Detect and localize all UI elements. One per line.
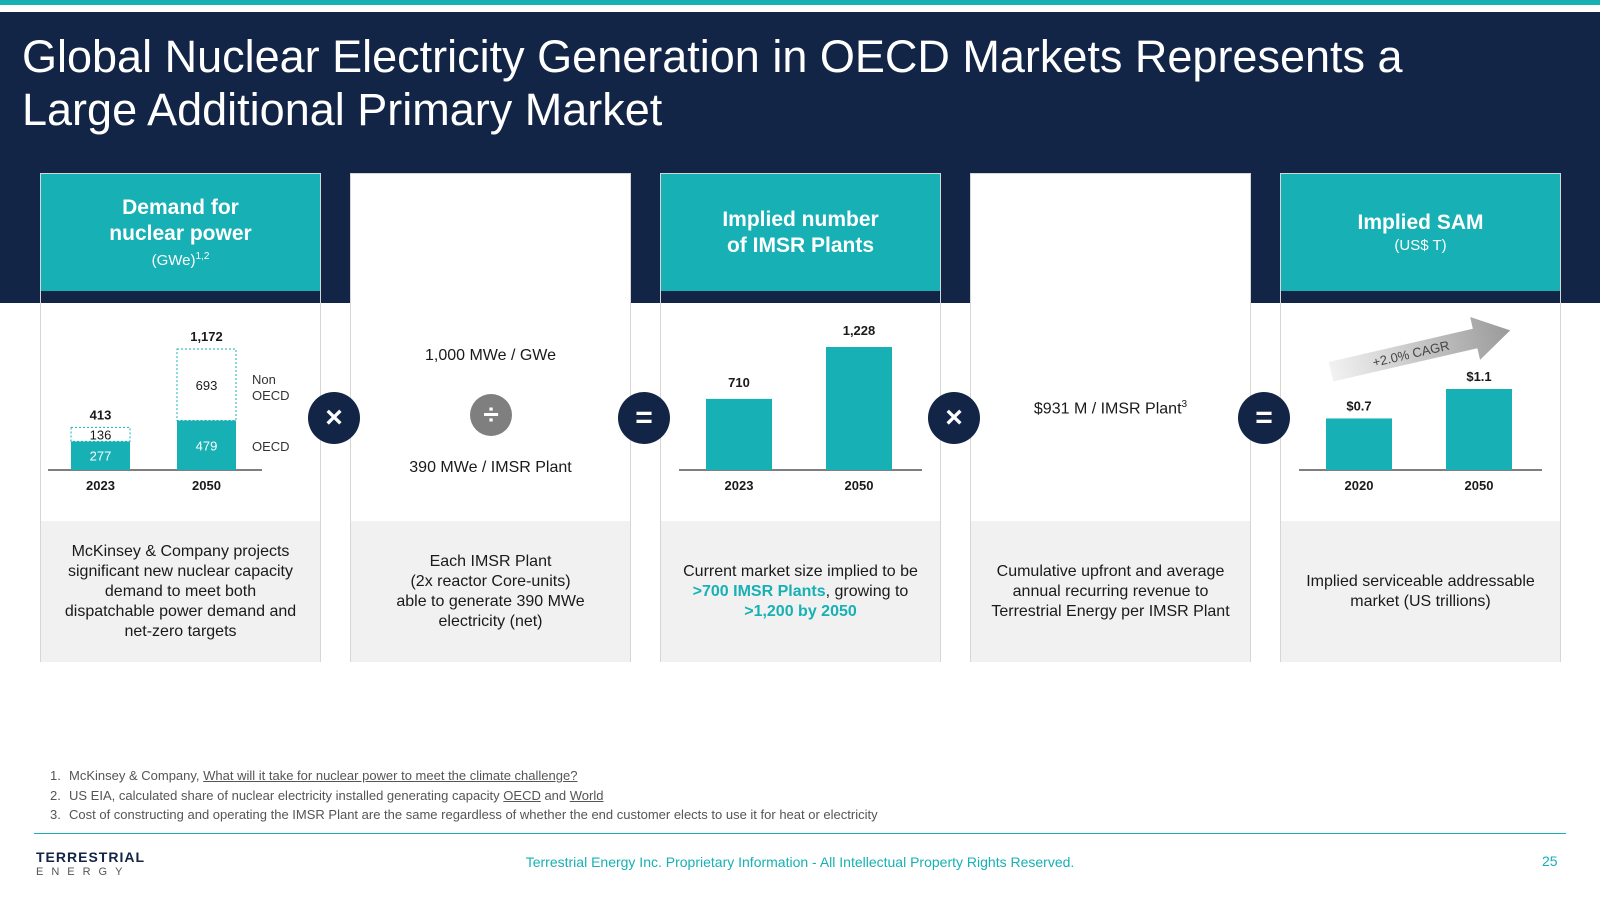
page-title: Global Nuclear Electricity Generation in… — [22, 31, 1403, 135]
card-implied-sam: Implied SAM (US$ T) +2.0% CAGR $0.7 2020 $1… — [1280, 173, 1561, 662]
card-description: Each IMSR Plant (2x reactor Core-units) … — [351, 521, 630, 662]
value-label-2023: 710 — [728, 375, 750, 390]
proprietary-notice: Terrestrial Energy Inc. Proprietary Info… — [525, 854, 1075, 870]
value-label-non-oecd-2050: 693 — [196, 378, 218, 393]
footnote-2: 2. US EIA, calculated share of nuclear el… — [50, 787, 604, 803]
logo-line-1: TERRESTRIAL — [36, 849, 145, 865]
equals-icon: = — [1238, 392, 1290, 444]
card-heading: Implied SAM — [1357, 211, 1484, 234]
value-label-oecd-2050: 479 — [196, 438, 218, 453]
divide-icon: ÷ — [470, 394, 512, 436]
x-tick-label-2020: 2020 — [1345, 478, 1374, 493]
implied-sam-bar-chart: +2.0% CAGR $0.7 2020 $1.1 2050 — [1299, 317, 1542, 493]
card-implied-plants: Implied number of IMSR Plants 710 2023 1,2… — [660, 173, 941, 662]
footnotes: 1. McKinsey & Company, What will it take … — [50, 766, 878, 825]
mwe-per-gwe-text: 1,000 MWe / GWe — [424, 347, 556, 364]
card-revenue-per-plant: $931 M / IMSR Plant3 Cumulative upfront … — [970, 173, 1251, 662]
company-logo: TERRESTRIAL ENERGY — [36, 849, 145, 878]
bar-2020 — [1326, 418, 1392, 470]
card-description: Implied serviceable addressable market (… — [1281, 521, 1560, 662]
total-label-2050: 1,172 — [190, 329, 223, 344]
footer-rule — [34, 833, 1566, 834]
bar-2050 — [1446, 389, 1512, 470]
x-tick-label-2050: 2050 — [192, 478, 221, 493]
footnote-3: 3. Cost of constructing and operating the… — [50, 807, 878, 822]
x-tick-label-2050: 2050 — [845, 478, 874, 493]
page-number: 25 — [1542, 853, 1558, 869]
bar-non-oecd-2050 — [176, 348, 237, 422]
x-tick-label-2023: 2023 — [86, 478, 115, 493]
footnote-link-oecd[interactable]: OECD — [503, 787, 541, 803]
top-accent-line — [0, 0, 1600, 5]
footnote-link[interactable]: What will it take for nuclear power to m… — [203, 768, 578, 783]
bar-oecd-2050 — [177, 420, 236, 470]
total-label-2023: 413 — [90, 407, 112, 422]
card-subheading: (GWe)1,2 — [151, 251, 210, 269]
x-tick-label-2023: 2023 — [725, 478, 754, 493]
mwe-per-plant-text: 390 MWe / IMSR Plant — [409, 459, 572, 476]
value-label-2020: $0.7 — [1346, 398, 1371, 413]
card-plant-capacity: 1,000 MWe / GWe ÷ 390 MWe / IMSR Plant E… — [350, 173, 631, 662]
footnote-1: 1. McKinsey & Company, What will it take … — [50, 768, 578, 783]
card-strip — [41, 291, 320, 303]
legend-non-oecd-line-2: OECD — [252, 388, 290, 403]
footnote-link-world[interactable]: World — [569, 787, 604, 803]
value-label-oecd-2023: 277 — [90, 449, 112, 464]
card-nuclear-demand: Demand for nuclear power (GWe)1,2 277 136… — [40, 173, 321, 662]
card-header: Implied number of IMSR Plants — [661, 174, 940, 291]
cagr-label: +2.0% CAGR — [1371, 338, 1451, 370]
card-description: McKinsey & Company projects significant … — [41, 521, 320, 662]
revenue-per-plant-text: $931 M / IMSR Plant3 — [1033, 399, 1188, 418]
card-header: Demand for nuclear power (GWe)1,2 — [41, 174, 320, 291]
card-heading: Demand for nuclear power — [109, 196, 252, 245]
card-description: Cumulative upfront and average annual re… — [971, 521, 1250, 662]
cagr-arrow-shape — [1328, 317, 1511, 382]
multiply-icon: × — [308, 392, 360, 444]
bar-non-oecd-2023 — [70, 426, 131, 442]
card-description: Current market size implied to be >700 I… — [661, 521, 940, 662]
card-subheading: (US$ T) — [1394, 237, 1447, 254]
card-strip — [661, 291, 940, 303]
card-header: Implied SAM (US$ T) — [1281, 174, 1560, 291]
legend-non-oecd-line-1: Non — [252, 372, 276, 387]
legend-oecd: OECD — [252, 439, 290, 454]
implied-plants-bar-chart: 710 2023 1,228 2050 — [679, 323, 922, 493]
value-label-2050: 1,228 — [843, 323, 876, 338]
card-heading: Implied number of IMSR Plants — [722, 207, 879, 257]
card-strip — [1281, 291, 1560, 303]
equals-icon: = — [618, 392, 670, 444]
bar-oecd-2023 — [71, 441, 130, 470]
bar-2023 — [706, 398, 772, 470]
value-label-non-oecd-2023: 136 — [90, 427, 112, 442]
value-label-2050: $1.1 — [1466, 369, 1491, 384]
logo-line-2: ENERGY — [36, 866, 131, 878]
bar-2050 — [826, 347, 892, 470]
multiply-icon: × — [928, 392, 980, 444]
x-tick-label-2050: 2050 — [1465, 478, 1494, 493]
